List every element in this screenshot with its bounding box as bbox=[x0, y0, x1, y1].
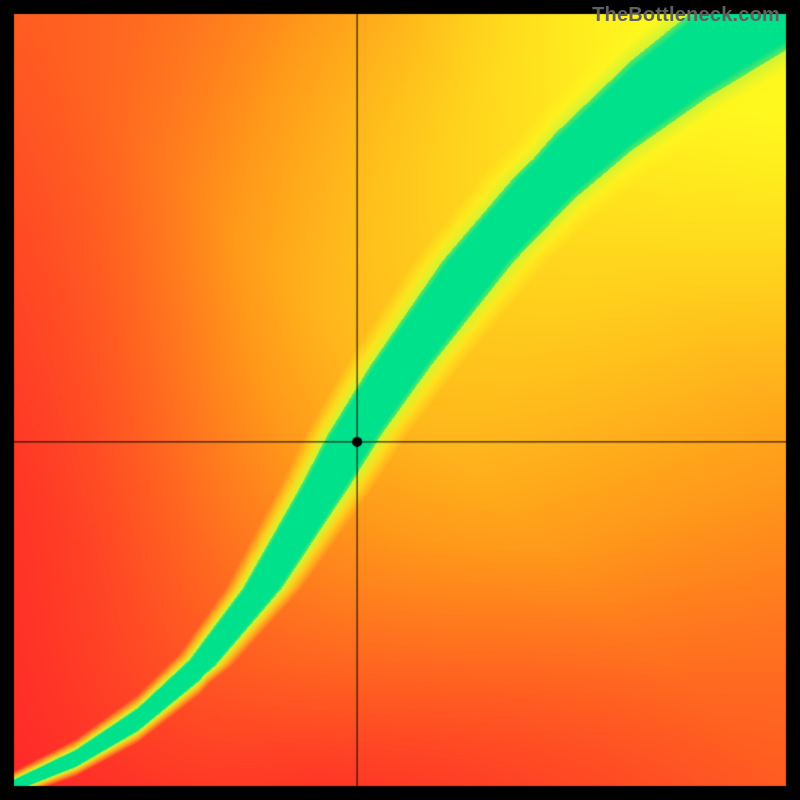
bottleneck-heatmap bbox=[0, 0, 800, 800]
watermark-text: TheBottleneck.com bbox=[592, 4, 780, 27]
